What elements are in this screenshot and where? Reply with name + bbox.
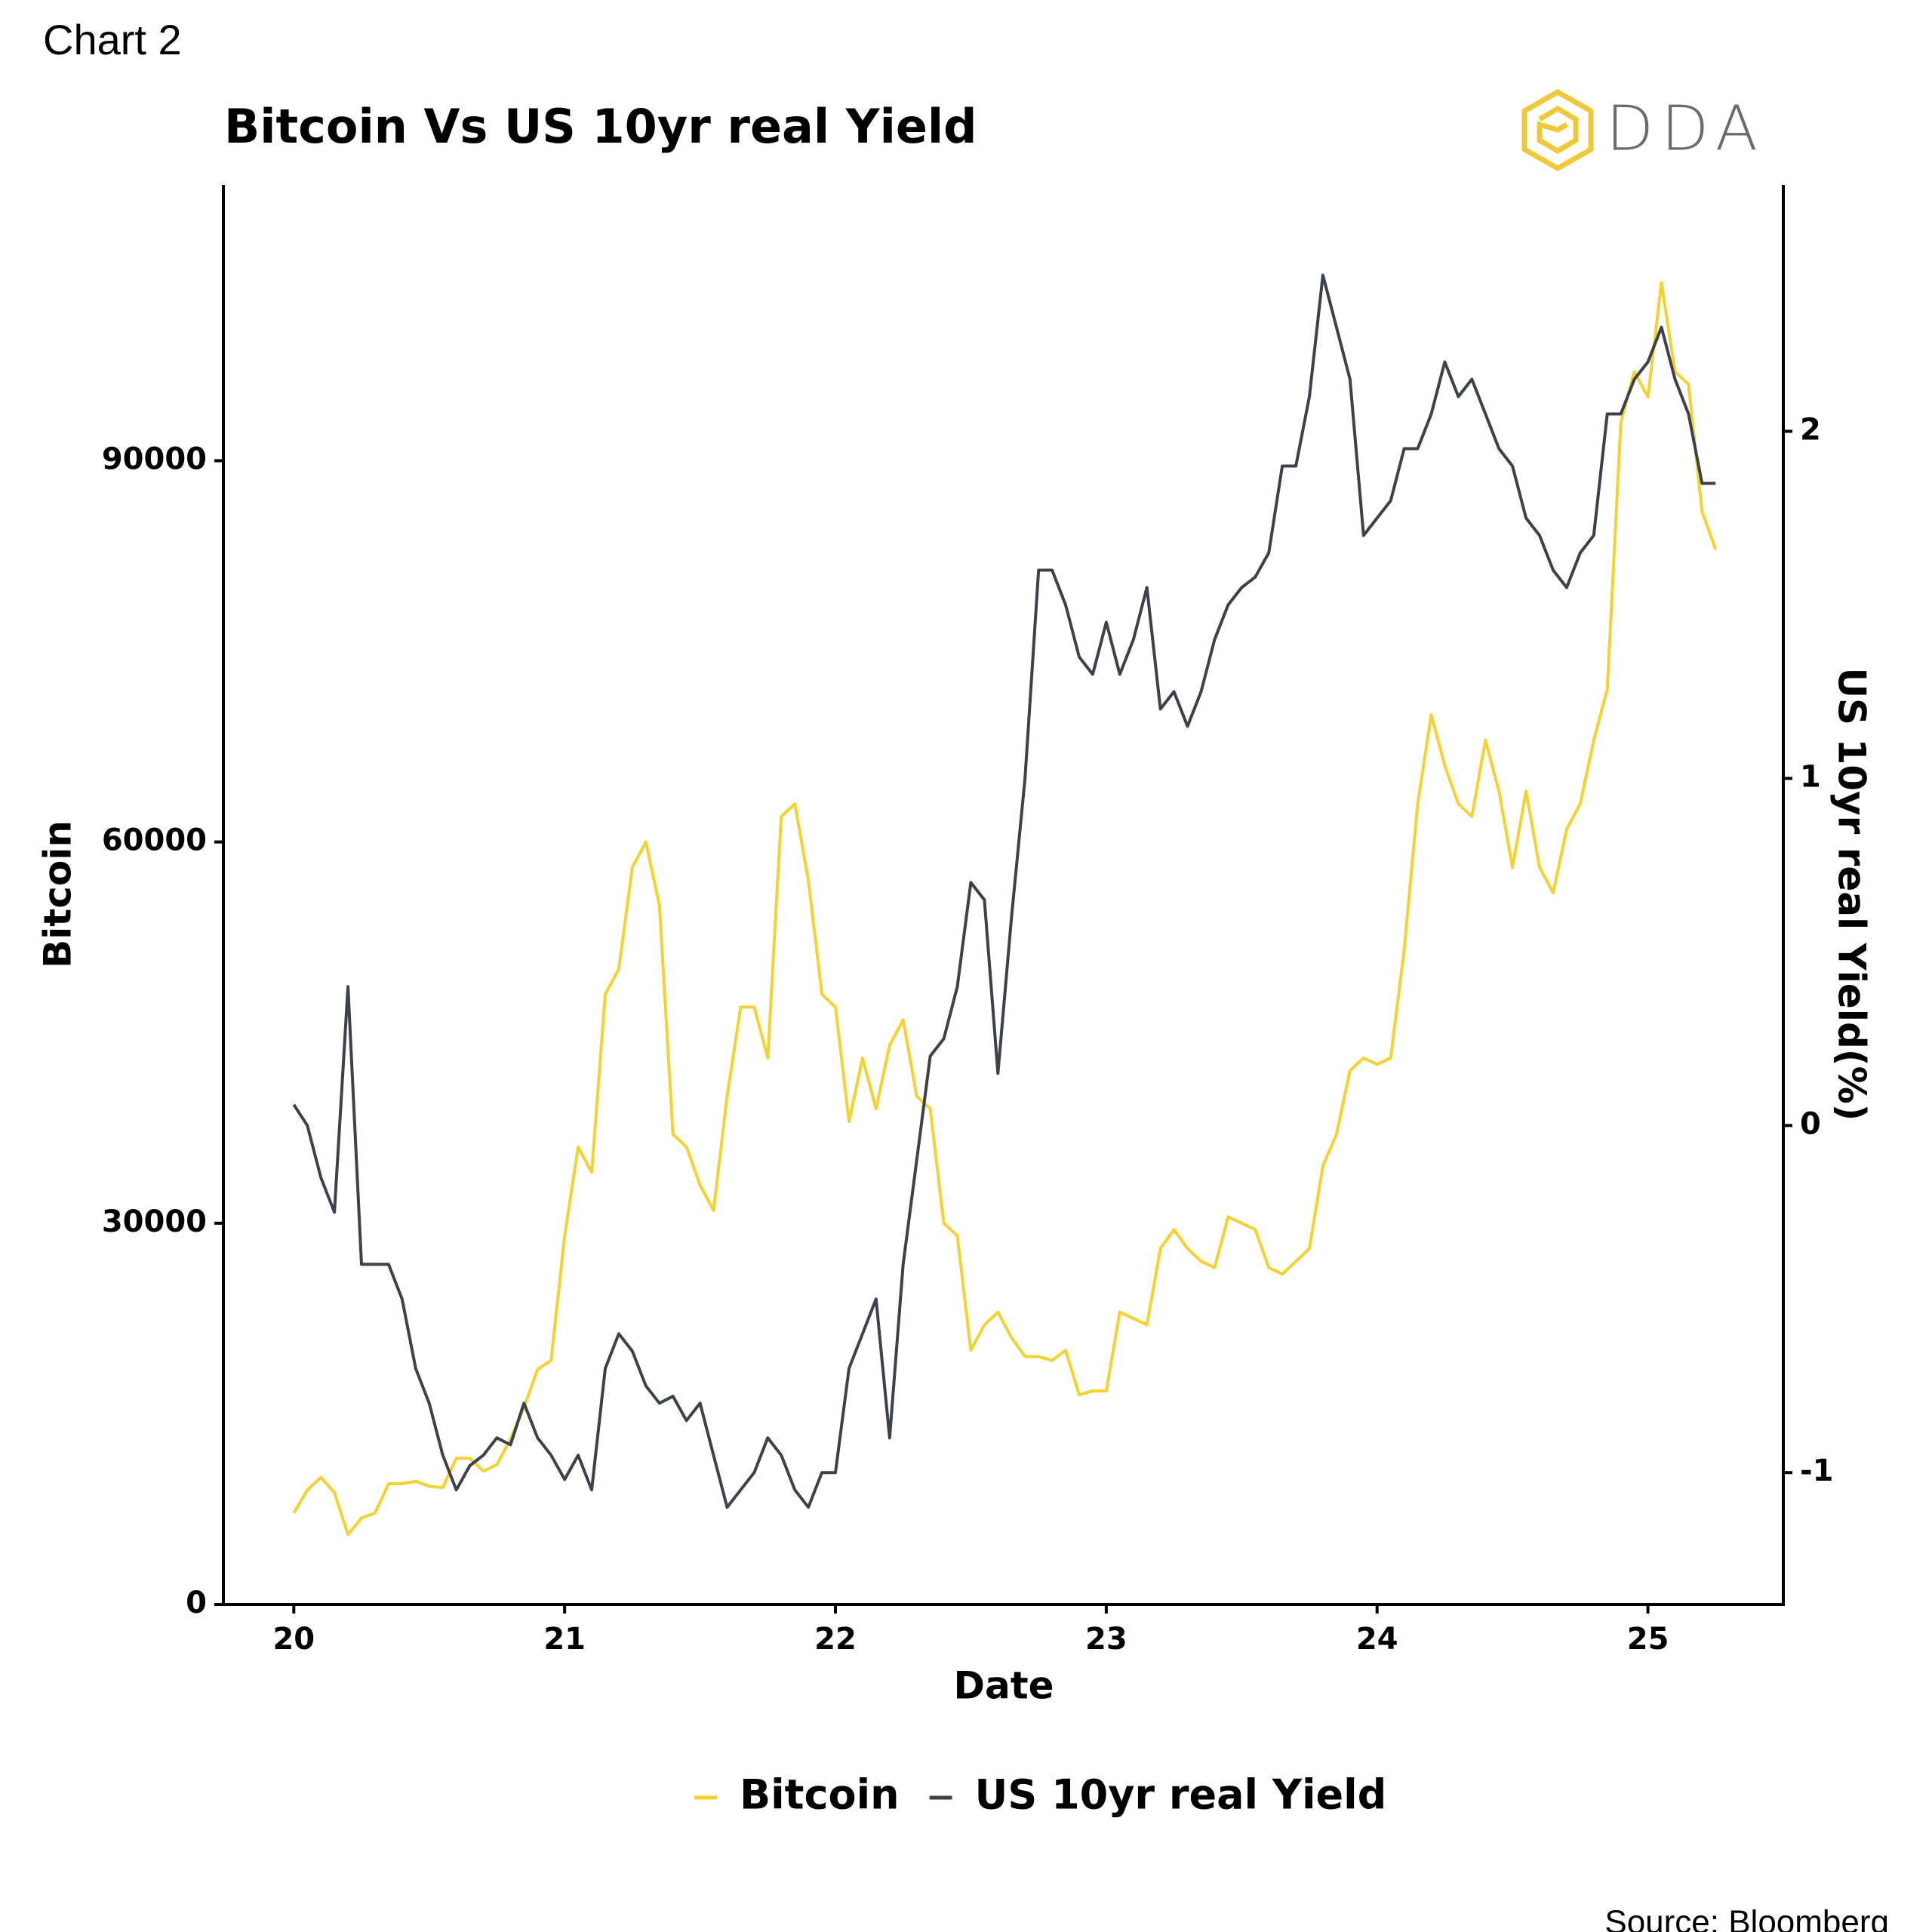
legend-label: Bitcoin	[740, 1771, 900, 1819]
y-tick-label: 90000	[102, 441, 207, 476]
source-note: Source: Bloomberg	[1604, 1904, 1889, 1932]
y-tick-label: 60000	[102, 823, 207, 858]
y-tick-label: 30000	[102, 1204, 207, 1239]
legend-label: US 10yr real Yield	[975, 1771, 1387, 1819]
x-axis-label: Date	[953, 1664, 1054, 1708]
x-tick-label: 21	[543, 1622, 586, 1657]
y2-tick-label: 2	[1800, 413, 1821, 448]
chart-title: Bitcoin Vs US 10yr real Yield	[224, 99, 977, 154]
logo-text: DDA	[1606, 94, 1765, 165]
y2-tick-label: 0	[1800, 1106, 1821, 1141]
x-tick-label: 23	[1085, 1622, 1128, 1657]
y-axis-label: Bitcoin	[36, 820, 80, 968]
logo-icon	[1521, 88, 1594, 172]
series-line	[292, 273, 1716, 1509]
y2-tick-label: -1	[1800, 1454, 1833, 1488]
x-tick-label: 25	[1627, 1622, 1669, 1657]
series-line	[292, 281, 1718, 1537]
y-tick-label: 0	[186, 1586, 207, 1620]
x-tick-label: 24	[1356, 1622, 1398, 1657]
x-tick-label: 22	[814, 1622, 857, 1657]
chart-label: Chart 2	[43, 16, 182, 63]
y2-tick-label: 1	[1800, 759, 1821, 794]
x-tick-label: 20	[272, 1622, 315, 1657]
y2-axis-label: US 10yr real Yield(%)	[1830, 667, 1874, 1121]
